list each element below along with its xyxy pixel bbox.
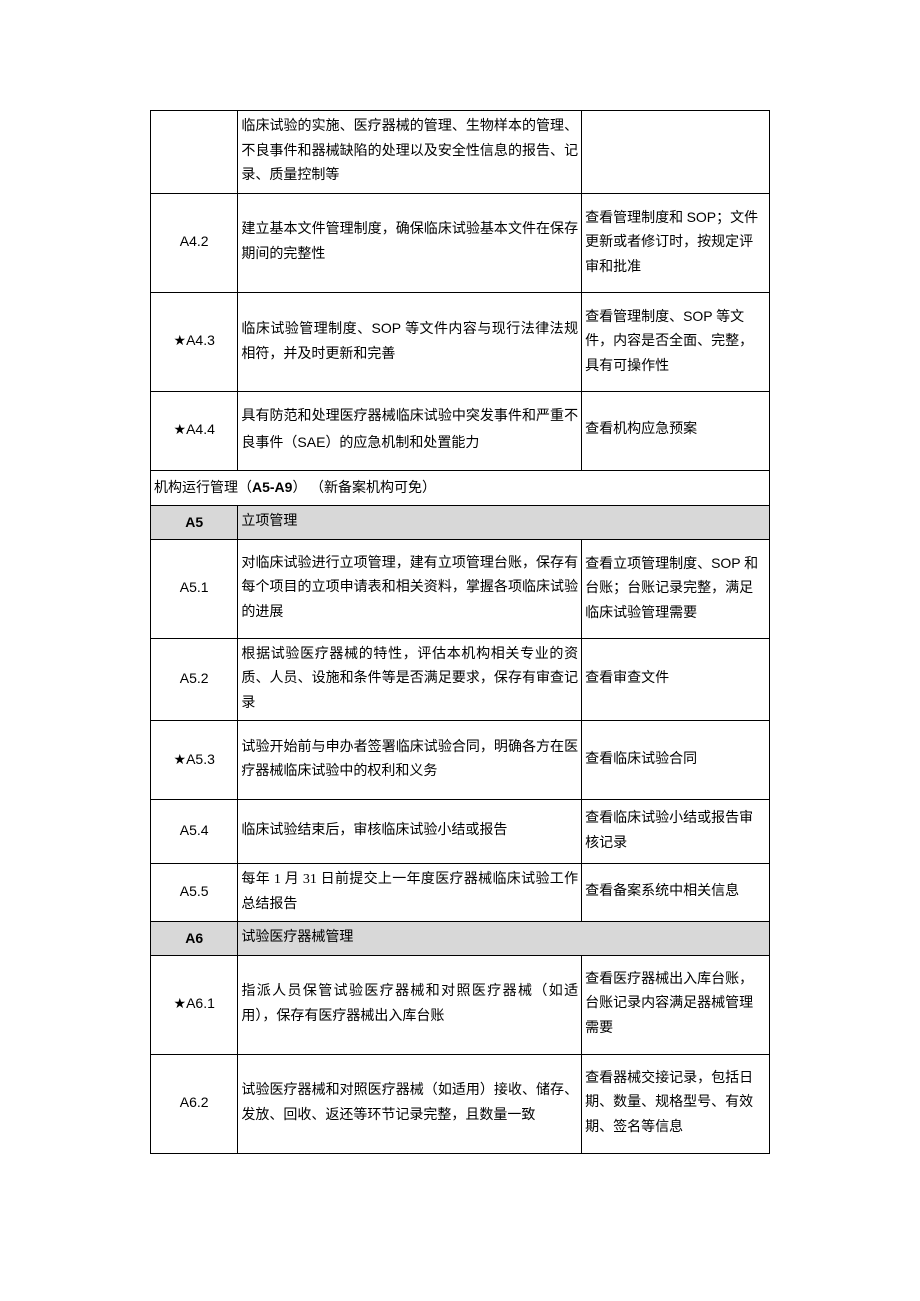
item-description: 根据试验医疗器械的特性，评估本机构相关专业的资质、人员、设施和条件等是否满足要求… xyxy=(238,638,582,721)
item-code: A5.1 xyxy=(151,539,238,638)
item-code: ★A4.3 xyxy=(151,292,238,391)
item-check: 查看立项管理制度、SOP 和台账；台账记录完整，满足临床试验管理需要 xyxy=(582,539,770,638)
item-check: 查看审查文件 xyxy=(582,638,770,721)
item-code: ★A4.4 xyxy=(151,391,238,470)
item-code: A6.2 xyxy=(151,1054,238,1153)
item-check: 查看管理制度、SOP 等文件，内容是否全面、完整，具有可操作性 xyxy=(582,292,770,391)
item-description: 试验开始前与申办者签署临床试验合同，明确各方在医疗器械临床试验中的权利和义务 xyxy=(238,721,582,800)
item-description: 建立基本文件管理制度，确保临床试验基本文件在保存期间的完整性 xyxy=(238,193,582,292)
document-page: 临床试验的实施、医疗器械的管理、生物样本的管理、不良事件和器械缺陷的处理以及安全… xyxy=(0,0,920,1214)
item-description: 对临床试验进行立项管理，建有立项管理台账，保存有每个项目的立项申请表和相关资料，… xyxy=(238,539,582,638)
item-check: 查看备案系统中相关信息 xyxy=(582,864,770,922)
item-code: A5.5 xyxy=(151,864,238,922)
item-description: 试验医疗器械和对照医疗器械（如适用）接收、储存、发放、回收、返还等环节记录完整，… xyxy=(238,1054,582,1153)
table-row: A5.5每年 1 月 31 日前提交上一年度医疗器械临床试验工作总结报告查看备案… xyxy=(151,864,770,922)
item-check: 查看器械交接记录，包括日期、数量、规格型号、有效期、签名等信息 xyxy=(582,1054,770,1153)
table-row: 临床试验的实施、医疗器械的管理、生物样本的管理、不良事件和器械缺陷的处理以及安全… xyxy=(151,111,770,194)
item-description: 临床试验的实施、医疗器械的管理、生物样本的管理、不良事件和器械缺陷的处理以及安全… xyxy=(238,111,582,194)
section-code: A6 xyxy=(151,922,238,956)
item-description: 每年 1 月 31 日前提交上一年度医疗器械临床试验工作总结报告 xyxy=(238,864,582,922)
item-description: 指派人员保管试验医疗器械和对照医疗器械（如适用），保存有医疗器械出入库台账 xyxy=(238,955,582,1054)
item-check: 查看临床试验小结或报告审核记录 xyxy=(582,800,770,864)
item-code xyxy=(151,111,238,194)
table-row: A5.2根据试验医疗器械的特性，评估本机构相关专业的资质、人员、设施和条件等是否… xyxy=(151,638,770,721)
table-row: ★A6.1指派人员保管试验医疗器械和对照医疗器械（如适用），保存有医疗器械出入库… xyxy=(151,955,770,1054)
inspection-table: 临床试验的实施、医疗器械的管理、生物样本的管理、不良事件和器械缺陷的处理以及安全… xyxy=(150,110,770,1154)
group-header: 机构运行管理（A5-A9） （新备案机构可免） xyxy=(151,470,770,506)
item-code: ★A6.1 xyxy=(151,955,238,1054)
section-title: 试验医疗器械管理 xyxy=(238,922,770,956)
table-row: A5立项管理 xyxy=(151,506,770,540)
item-code: ★A5.3 xyxy=(151,721,238,800)
item-check: 查看临床试验合同 xyxy=(582,721,770,800)
item-description: 临床试验结束后，审核临床试验小结或报告 xyxy=(238,800,582,864)
item-check xyxy=(582,111,770,194)
item-code: A4.2 xyxy=(151,193,238,292)
table-row: A5.4临床试验结束后，审核临床试验小结或报告查看临床试验小结或报告审核记录 xyxy=(151,800,770,864)
table-row: A6试验医疗器械管理 xyxy=(151,922,770,956)
item-code: A5.4 xyxy=(151,800,238,864)
table-row: A4.2建立基本文件管理制度，确保临床试验基本文件在保存期间的完整性查看管理制度… xyxy=(151,193,770,292)
item-description: 临床试验管理制度、SOP 等文件内容与现行法律法规相符，并及时更新和完善 xyxy=(238,292,582,391)
table-row: A5.1对临床试验进行立项管理，建有立项管理台账，保存有每个项目的立项申请表和相… xyxy=(151,539,770,638)
item-code: A5.2 xyxy=(151,638,238,721)
section-title: 立项管理 xyxy=(238,506,770,540)
table-row: 机构运行管理（A5-A9） （新备案机构可免） xyxy=(151,470,770,506)
table-row: ★A5.3试验开始前与申办者签署临床试验合同，明确各方在医疗器械临床试验中的权利… xyxy=(151,721,770,800)
item-check: 查看医疗器械出入库台账，台账记录内容满足器械管理需要 xyxy=(582,955,770,1054)
item-check: 查看机构应急预案 xyxy=(582,391,770,470)
table-row: ★A4.3临床试验管理制度、SOP 等文件内容与现行法律法规相符，并及时更新和完… xyxy=(151,292,770,391)
table-row: ★A4.4具有防范和处理医疗器械临床试验中突发事件和严重不良事件（SAE）的应急… xyxy=(151,391,770,470)
item-check: 查看管理制度和 SOP；文件更新或者修订时，按规定评审和批准 xyxy=(582,193,770,292)
item-description: 具有防范和处理医疗器械临床试验中突发事件和严重不良事件（SAE）的应急机制和处置… xyxy=(238,391,582,470)
table-row: A6.2试验医疗器械和对照医疗器械（如适用）接收、储存、发放、回收、返还等环节记… xyxy=(151,1054,770,1153)
section-code: A5 xyxy=(151,506,238,540)
